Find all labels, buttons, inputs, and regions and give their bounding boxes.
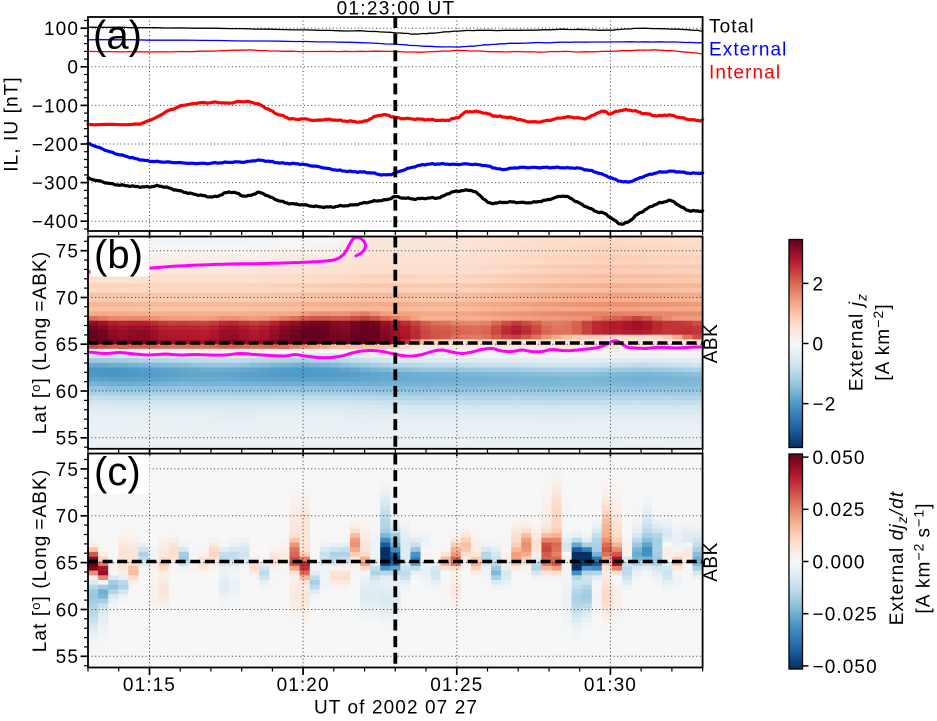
svg-text:ABK: ABK: [701, 542, 722, 582]
svg-text:70: 70: [56, 288, 79, 309]
svg-text:Internal: Internal: [709, 62, 781, 83]
svg-text:0: 0: [813, 334, 825, 355]
svg-text:75: 75: [56, 242, 79, 263]
svg-text:0.000: 0.000: [813, 552, 866, 573]
svg-text:(b): (b): [94, 233, 143, 277]
svg-text:−400: −400: [32, 212, 79, 233]
svg-text:55: 55: [56, 647, 79, 668]
svg-text:01:25: 01:25: [430, 675, 483, 696]
svg-text:−2: −2: [813, 395, 837, 416]
svg-text:UT of 2002 07 27: UT of 2002 07 27: [314, 698, 478, 717]
svg-text:2: 2: [813, 274, 825, 295]
svg-text:External djz/dt: External djz/dt: [887, 491, 910, 625]
svg-text:75: 75: [56, 460, 79, 481]
svg-text:−300: −300: [32, 174, 79, 195]
svg-text:70: 70: [56, 507, 79, 528]
svg-text:01:30: 01:30: [584, 675, 637, 696]
svg-text:0.025: 0.025: [813, 500, 866, 521]
svg-text:Lat [o] (Long =ABK): Lat [o] (Long =ABK): [28, 469, 51, 653]
svg-text:−0.050: −0.050: [813, 657, 878, 678]
svg-text:−0.025: −0.025: [813, 605, 878, 626]
svg-text:0.050: 0.050: [813, 448, 866, 469]
svg-text:65: 65: [56, 335, 79, 356]
svg-text:−100: −100: [32, 96, 79, 117]
svg-text:01:20: 01:20: [277, 675, 330, 696]
svg-text:01:23:00 UT: 01:23:00 UT: [337, 0, 456, 20]
svg-text:01:15: 01:15: [123, 675, 176, 696]
svg-text:−200: −200: [32, 135, 79, 156]
svg-text:External jz: External jz: [847, 293, 870, 391]
svg-text:60: 60: [56, 600, 79, 621]
svg-text:(a): (a): [93, 14, 142, 58]
svg-text:ABK: ABK: [701, 324, 722, 364]
svg-text:55: 55: [56, 429, 79, 450]
svg-text:65: 65: [56, 554, 79, 575]
svg-text:Lat [o] (Long =ABK): Lat [o] (Long =ABK): [28, 251, 51, 435]
svg-text:60: 60: [56, 382, 79, 403]
svg-text:Total: Total: [709, 17, 755, 38]
svg-text:100: 100: [44, 19, 79, 40]
svg-text:(c): (c): [94, 450, 141, 494]
svg-text:0: 0: [67, 58, 79, 79]
svg-text:External: External: [709, 39, 788, 60]
svg-text:IL, IU [nT]: IL, IU [nT]: [2, 76, 23, 172]
